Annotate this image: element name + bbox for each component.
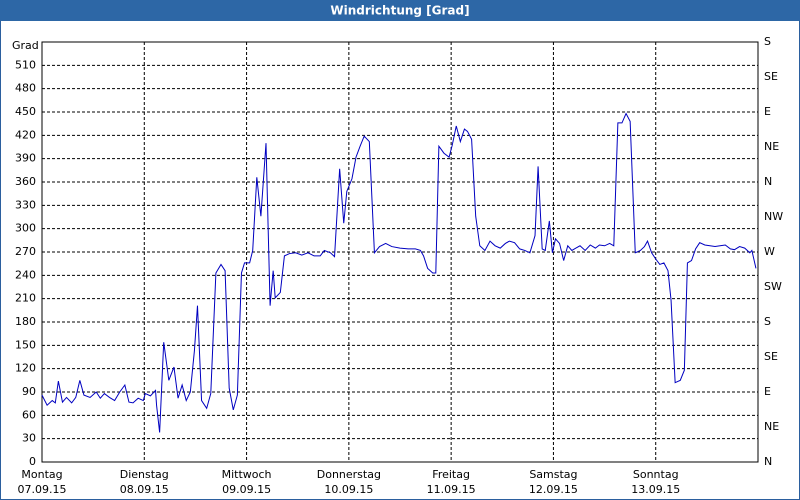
y2-tick-label: W: [764, 245, 775, 258]
plot-border: [41, 41, 759, 463]
y2-tick-label: SE: [764, 350, 778, 363]
x-tick-label: Sonntag: [633, 468, 679, 481]
x-tick-date: 13.09.15: [631, 483, 680, 496]
x-tick-label: Freitag: [432, 468, 470, 481]
y-tick-label: 360: [15, 175, 36, 188]
y2-tick-label: S: [764, 35, 771, 48]
x-tick-date: 08.09.15: [120, 483, 169, 496]
y-tick-label: 180: [15, 315, 36, 328]
y-axis-label: Grad: [12, 39, 39, 52]
y2-tick-label: E: [764, 105, 771, 118]
y-tick-label: 120: [15, 362, 36, 375]
y2-tick-label: S: [764, 315, 771, 328]
x-tick-label: Donnerstag: [317, 468, 381, 481]
y2-tick-label: N: [764, 455, 772, 468]
y-tick-label: 300: [15, 222, 36, 235]
chart-title: Windrichtung [Grad]: [330, 4, 469, 18]
y-tick-label: 330: [15, 198, 36, 211]
x-tick-date: 11.09.15: [427, 483, 476, 496]
y2-tick-label: NE: [764, 420, 779, 433]
x-tick-date: 07.09.15: [18, 483, 67, 496]
y-tick-label: 30: [22, 432, 36, 445]
y-tick-label: 240: [15, 268, 36, 281]
y-tick-label: 90: [22, 385, 36, 398]
y2-tick-label: NE: [764, 140, 779, 153]
y-tick-label: 480: [15, 82, 36, 95]
y-tick-label: 270: [15, 245, 36, 258]
y-tick-label: 420: [15, 128, 36, 141]
x-tick-date: 12.09.15: [529, 483, 578, 496]
x-tick-date: 09.09.15: [222, 483, 271, 496]
y-tick-label: 210: [15, 292, 36, 305]
y-tick-label: 150: [15, 338, 36, 351]
y2-tick-label: N: [764, 175, 772, 188]
y2-tick-label: E: [764, 385, 771, 398]
y2-tick-label: SW: [764, 280, 782, 293]
title-bar: [0, 0, 800, 21]
x-tick-label: Mittwoch: [222, 468, 272, 481]
y-tick-label: 390: [15, 152, 36, 165]
x-tick-label: Montag: [21, 468, 62, 481]
x-tick-label: Dienstag: [120, 468, 169, 481]
x-tick-date: 10.09.15: [324, 483, 373, 496]
x-tick-label: Samstag: [529, 468, 577, 481]
y-tick-label: 0: [29, 455, 36, 468]
y-tick-label: 450: [15, 105, 36, 118]
y2-tick-label: SE: [764, 70, 778, 83]
y-tick-label: 60: [22, 408, 36, 421]
y-tick-label: 510: [15, 58, 36, 71]
y2-tick-label: NW: [764, 210, 783, 223]
data-line: [41, 112, 757, 433]
